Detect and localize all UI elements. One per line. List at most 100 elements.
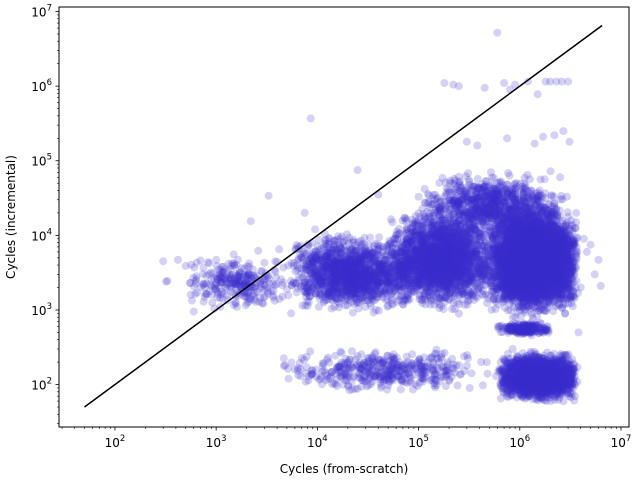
data-point	[375, 233, 384, 242]
data-point	[234, 292, 243, 300]
data-point	[383, 241, 392, 250]
data-point	[394, 259, 403, 268]
data-point	[213, 293, 222, 302]
data-point	[324, 261, 333, 270]
data-point	[472, 250, 481, 259]
data-point	[247, 295, 256, 304]
data-point	[344, 271, 352, 280]
data-point	[275, 295, 284, 304]
data-point	[278, 281, 287, 290]
data-point	[352, 259, 361, 268]
data-point	[301, 288, 310, 297]
data-point	[445, 295, 454, 304]
data-point	[250, 295, 259, 304]
data-point	[310, 263, 319, 272]
data-point	[326, 252, 335, 261]
data-point	[350, 300, 358, 309]
data-point	[386, 266, 395, 275]
data-point	[221, 283, 230, 292]
data-point	[234, 274, 242, 283]
data-point	[333, 250, 341, 259]
data-point	[340, 259, 349, 267]
data-point	[365, 268, 374, 277]
data-point	[219, 274, 228, 283]
data-point	[279, 278, 288, 287]
data-point	[230, 277, 239, 286]
data-point	[386, 267, 394, 276]
data-point	[375, 277, 384, 286]
data-point	[251, 297, 260, 306]
data-point	[231, 277, 240, 285]
data-point	[441, 253, 450, 262]
data-point	[399, 284, 408, 293]
data-point	[374, 260, 383, 269]
data-point	[358, 272, 367, 281]
data-point	[271, 281, 280, 290]
data-point	[341, 259, 350, 268]
data-point	[251, 282, 260, 291]
data-point	[403, 290, 412, 299]
data-point	[435, 304, 444, 313]
data-point	[243, 299, 252, 308]
data-point	[336, 249, 345, 258]
data-point	[345, 265, 353, 274]
data-point	[347, 268, 355, 277]
data-point	[337, 249, 346, 258]
data-point	[369, 242, 378, 250]
data-point	[344, 260, 353, 269]
data-point	[347, 268, 356, 277]
data-point	[227, 261, 236, 270]
data-point	[271, 257, 280, 266]
data-point	[343, 252, 352, 261]
data-point	[225, 272, 234, 281]
data-point	[402, 215, 411, 224]
data-point	[229, 250, 238, 259]
data-point	[309, 251, 318, 260]
data-point	[186, 279, 195, 287]
data-point	[332, 245, 341, 253]
data-point	[327, 295, 336, 304]
data-point	[246, 294, 254, 303]
data-point	[263, 272, 272, 281]
data-point	[212, 285, 221, 294]
data-point	[347, 278, 356, 287]
data-point	[354, 280, 363, 289]
data-point	[352, 272, 361, 281]
data-point	[241, 289, 250, 298]
data-point	[213, 275, 222, 284]
data-point	[256, 293, 265, 302]
data-point	[307, 259, 316, 268]
data-point	[217, 278, 226, 287]
data-point	[251, 283, 259, 292]
data-point	[384, 244, 393, 253]
data-point	[358, 269, 367, 277]
data-point	[234, 276, 243, 285]
data-point	[359, 266, 368, 275]
data-point	[227, 284, 236, 293]
data-point	[400, 260, 409, 269]
data-point	[368, 289, 377, 298]
data-point	[287, 259, 296, 268]
data-point	[240, 279, 249, 288]
data-point	[210, 282, 219, 291]
data-point	[371, 276, 380, 285]
data-point	[317, 256, 326, 265]
data-point	[369, 292, 378, 301]
data-point	[215, 273, 224, 282]
data-point	[357, 253, 366, 262]
data-point	[189, 273, 198, 282]
data-point	[234, 273, 243, 282]
data-point	[221, 275, 230, 283]
data-point	[456, 278, 465, 287]
data-point	[272, 280, 281, 289]
data-point	[207, 268, 215, 277]
data-point	[359, 270, 367, 279]
data-point	[240, 270, 249, 279]
data-point	[351, 292, 360, 301]
data-point	[348, 285, 357, 294]
data-point	[223, 280, 232, 289]
data-point	[241, 271, 250, 280]
data-point	[401, 270, 410, 279]
data-point	[346, 262, 355, 271]
data-point	[379, 243, 388, 252]
